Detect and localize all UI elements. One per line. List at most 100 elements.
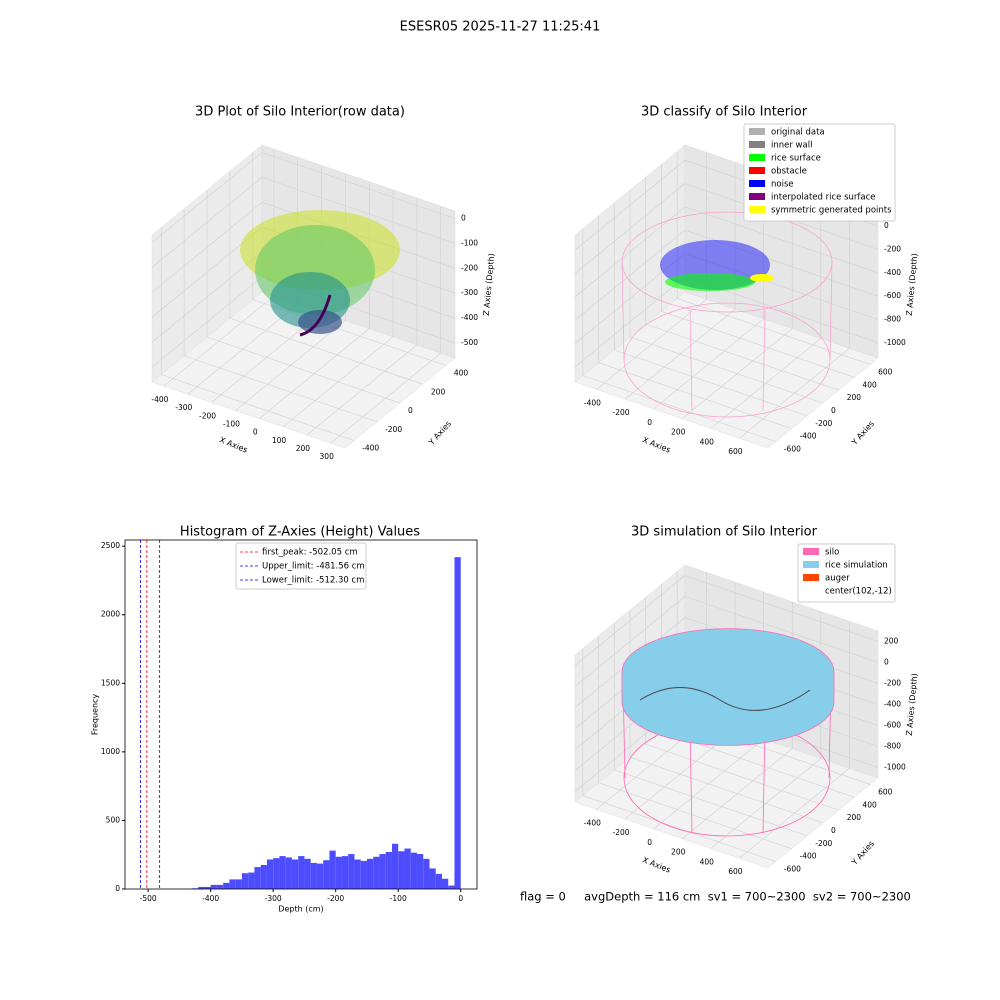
z-tick-label: -100 (461, 238, 478, 247)
x-axis-label: X Axies (641, 855, 672, 874)
y-tick-label: -200 (815, 839, 832, 848)
z-tick-label: 200 (884, 637, 899, 646)
bar (348, 854, 355, 889)
bar (441, 878, 449, 889)
legend-label: rice simulation (825, 561, 888, 571)
grid-line (151, 202, 263, 293)
grid-line (151, 276, 263, 368)
grid-line (684, 596, 879, 663)
bar (435, 873, 442, 889)
x-tick-label: 300 (320, 452, 335, 461)
x-tick-label: -200 (327, 894, 344, 903)
bar (254, 867, 261, 889)
x-tick-label: 0 (647, 418, 652, 427)
grid-line (574, 575, 686, 666)
bar (404, 848, 411, 889)
legend-label: Lower_limit: -512.30 cm (262, 576, 364, 586)
grid-line (574, 229, 686, 321)
z-tick-label: -300 (461, 288, 478, 297)
y-tick-label: -400 (362, 444, 379, 453)
y-tick-label: 500 (106, 815, 121, 824)
figure-title: ESESR05 2025-11-27 11:25:41 (400, 20, 601, 35)
grid-line (206, 336, 401, 404)
z-tick-label: 0 (884, 221, 889, 230)
bar (291, 859, 299, 889)
grid-line (574, 596, 686, 687)
y-tick-label: -400 (800, 432, 817, 441)
grid-line (151, 251, 263, 343)
grid-line (261, 152, 456, 219)
bar (204, 886, 211, 889)
z-tick-label: 0 (461, 213, 466, 222)
chart-title: 3D simulation of Silo Interior (631, 525, 818, 540)
x-axis-label: X Axies (641, 435, 672, 454)
grid-line (645, 323, 839, 391)
x-axis-label: Depth (cm) (278, 905, 323, 914)
z-tick-label: -1000 (884, 763, 906, 772)
legend-swatch (803, 561, 819, 568)
x-tick-label: -300 (175, 403, 192, 412)
rice-points (665, 273, 755, 291)
legend-label: symmetric generated points (771, 206, 892, 216)
grid-line (645, 743, 839, 811)
bar (210, 884, 217, 889)
bar (248, 872, 255, 889)
y-tick-label: 0 (115, 884, 120, 893)
silo-wireframe (621, 211, 833, 418)
grid-line (229, 317, 424, 385)
grid-line (582, 375, 776, 442)
legend-swatch (749, 141, 765, 148)
x-axis-label: X Axies (218, 435, 249, 454)
z-axis-label: Z Axies (Depth) (482, 253, 496, 316)
bar (410, 852, 417, 889)
bar (229, 879, 236, 889)
chart-title: 3D Plot of Silo Interior(row data) (195, 105, 405, 120)
grid-line (629, 756, 824, 824)
legend-box (743, 123, 896, 222)
y-axis-label: Y Axies (849, 839, 876, 867)
y-axis-label: Y Axies (849, 419, 876, 447)
legend-swatch (749, 154, 765, 161)
surface-shading (639, 687, 811, 711)
bar (323, 860, 330, 889)
z-tick-label: -600 (884, 291, 901, 300)
y-tick-label: -600 (784, 865, 801, 874)
y-tick-label: 600 (878, 367, 893, 376)
x-tick-label: 600 (728, 447, 743, 456)
bar (266, 859, 274, 889)
bar (354, 859, 361, 889)
x-tick-label: -200 (613, 408, 630, 417)
rice-surface (621, 628, 835, 746)
y-tick-label: 1000 (101, 747, 120, 756)
z-tick-label: -200 (884, 679, 901, 688)
bar (366, 858, 374, 889)
x-tick-label: -100 (390, 894, 407, 903)
decoration (240, 210, 835, 837)
legend-label: Upper_limit: -481.56 cm (262, 562, 365, 572)
bar (416, 854, 424, 889)
grid-line (598, 782, 792, 849)
bar (379, 854, 386, 889)
symmetric-points (750, 274, 774, 282)
y-tick-label: 0 (831, 826, 836, 835)
legend-box (797, 543, 896, 603)
legend-swatch (803, 548, 819, 555)
x-tick-label: 100 (272, 436, 287, 445)
y-tick-label: 2500 (101, 541, 120, 550)
y-tick-label: 400 (862, 380, 877, 389)
grid-line (183, 355, 378, 423)
legend-label: original data (771, 128, 825, 138)
y-tick-label: 400 (454, 369, 469, 378)
bar (241, 873, 249, 889)
x-tick-label: 200 (671, 428, 686, 437)
x-tick-label: -100 (223, 420, 240, 429)
grid-line (151, 177, 263, 268)
y-tick-label: 200 (847, 393, 862, 402)
bar (216, 884, 224, 889)
z-tick-label: -800 (884, 315, 901, 324)
y-tick-label: -600 (784, 445, 801, 454)
z-tick-label: -400 (884, 268, 901, 277)
bar (454, 557, 461, 889)
x-tick-label: -200 (613, 828, 630, 837)
y-tick-label: -200 (815, 419, 832, 428)
